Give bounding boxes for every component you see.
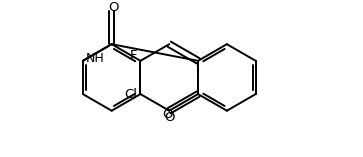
- Text: F: F: [129, 49, 137, 62]
- Text: O: O: [108, 1, 119, 14]
- Text: Cl: Cl: [124, 88, 137, 101]
- Text: O: O: [162, 108, 173, 121]
- Text: NH: NH: [86, 52, 105, 65]
- Text: O: O: [164, 111, 175, 124]
